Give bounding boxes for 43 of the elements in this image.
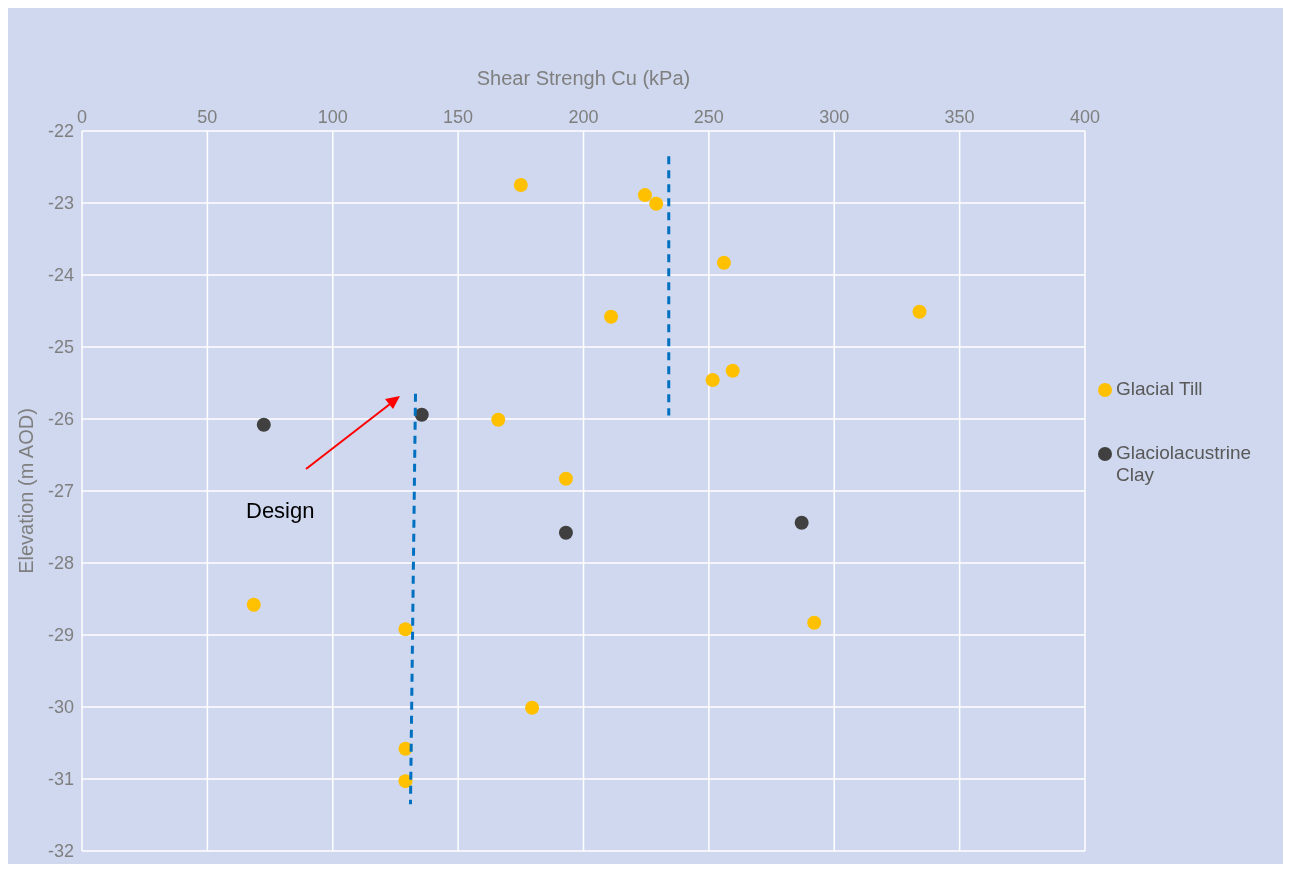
- legend-label: Glacial Till: [1116, 378, 1203, 400]
- point: [716, 255, 731, 270]
- y-axis-title: Elevation (m AOD): [15, 408, 38, 574]
- annotation: Design: [246, 498, 315, 524]
- point: [491, 412, 506, 427]
- point: [725, 363, 740, 378]
- x-tick-label: 400: [1069, 107, 1101, 127]
- point: [246, 597, 261, 612]
- x-tick-label: 350: [944, 107, 975, 127]
- y-tick-label: -24: [47, 265, 74, 286]
- x-tick-label: 0: [76, 107, 88, 127]
- y-tick-label: -32: [47, 841, 74, 862]
- point: [525, 700, 540, 715]
- point: [637, 188, 652, 203]
- x-tick-label: 100: [317, 107, 348, 127]
- point: [807, 615, 822, 630]
- point: [912, 304, 927, 319]
- x-tick-label: 50: [197, 107, 218, 127]
- point: [794, 515, 809, 530]
- x-tick-label: 200: [568, 107, 599, 127]
- y-tick-label: -23: [47, 193, 74, 214]
- point: [705, 373, 720, 388]
- y-tick-label: -30: [47, 697, 74, 718]
- x-axis-title: Shear Strengh Cu (kPa): [476, 67, 691, 90]
- y-tick-label: -26: [47, 409, 74, 430]
- y-tick-label: -25: [47, 337, 74, 358]
- point: [558, 525, 573, 540]
- point: [256, 417, 271, 432]
- point: [649, 196, 664, 211]
- point: [414, 407, 429, 422]
- point: [604, 309, 619, 324]
- point: [513, 178, 528, 192]
- y-tick-label: -31: [47, 769, 74, 790]
- point: [558, 471, 573, 486]
- y-tick-label: -22: [47, 121, 74, 142]
- x-tick-label: 300: [819, 107, 850, 127]
- x-tick-label: 250: [693, 107, 724, 127]
- y-tick-label: -28: [47, 553, 74, 574]
- point: [398, 622, 413, 637]
- y-tick-label: -27: [47, 481, 74, 502]
- legend-label: Glaciolacustrine Clay: [1116, 442, 1253, 486]
- x-tick-label: 150: [443, 107, 474, 127]
- y-tick-label: -29: [47, 625, 74, 646]
